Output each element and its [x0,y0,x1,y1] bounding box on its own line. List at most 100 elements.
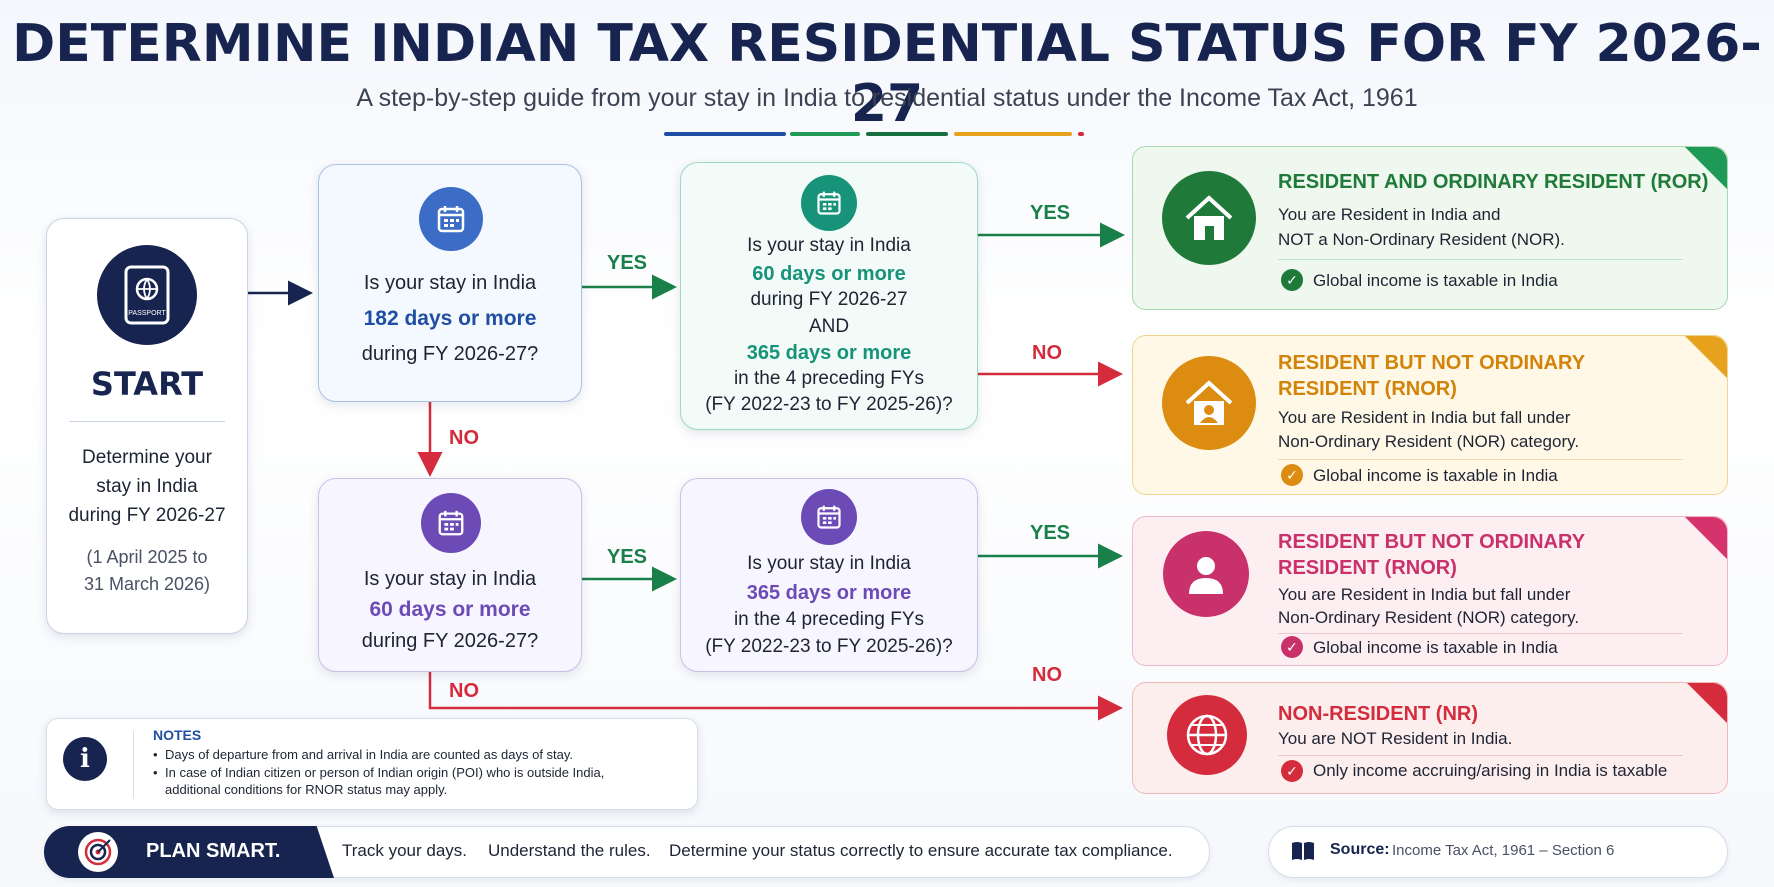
result-divider [1278,259,1683,260]
label-q4-yes: YES [1030,522,1071,544]
q2-and: AND [808,316,850,337]
accent-line-orange [954,132,1072,136]
result-desc1: You are NOT Resident in India. [1278,729,1513,748]
accent-line-green [790,132,860,136]
start-line3: during FY 2026-27 [68,505,226,526]
page-title: DETERMINE INDIAN TAX RESIDENTIAL STATUS … [12,14,1762,134]
notes-item-1: Days of departure from and arrival in In… [165,747,574,762]
question-card-60-days: Is your stay in India 60 days or more du… [318,478,582,672]
result-desc2: Non-Ordinary Resident (NOR) category. [1278,608,1580,627]
start-line2: stay in India [96,476,198,497]
notes-item-2b: additional conditions for RNOR status ma… [165,782,448,797]
start-card: PASSPORT START Determine your stay in In… [46,218,248,634]
q4-line4: (FY 2022-23 to FY 2025-26)? [705,636,953,657]
check-icon: ✓ [1281,464,1303,486]
result-card-rnor-1: RESIDENT BUT NOT ORDINARY RESIDENT (RNOR… [1132,335,1728,495]
result-check-text: Only income accruing/arising in India is… [1313,761,1668,780]
label-q3-no: NO [449,680,479,702]
info-icon: i [63,737,107,781]
footer-tip-1: Track your days. [342,841,468,860]
result-card-rnor-2: RESIDENT BUT NOT ORDINARY RESIDENT (RNOR… [1132,516,1728,666]
question-card-60-and-365-days: Is your stay in India 60 days or more du… [680,162,978,430]
result-title-line2: RESIDENT (RNOR) [1278,557,1457,579]
source-box [1268,826,1728,878]
q3-line1: Is your stay in India [363,568,537,590]
result-desc1: You are Resident in India and [1278,205,1501,224]
q4-highlight: 365 days or more [746,582,912,604]
q3-highlight: 60 days or more [369,598,531,621]
calendar-icon [801,175,857,231]
result-title-line1: RESIDENT BUT NOT ORDINARY [1278,352,1586,374]
passport-icon: PASSPORT [97,245,197,345]
q1-highlight: 182 days or more [363,307,537,330]
label-q2-yes: YES [1030,202,1071,224]
corner-ribbon [1685,517,1727,559]
accent-line-blue [664,132,786,136]
accent-line-red [1078,132,1084,136]
start-range2: 31 March 2026) [83,574,211,594]
notes-divider [133,731,134,799]
calendar-icon [801,489,857,545]
result-divider [1278,755,1683,756]
result-divider [1278,459,1683,460]
q2-line6: in the 4 preceding FYs [733,368,925,389]
label-q1-yes: YES [607,252,648,274]
notes-bullet-1: • [153,747,158,762]
target-icon [78,832,118,872]
passport-icon-label: PASSPORT [128,310,166,317]
q2-highlight1: 60 days or more [752,263,906,285]
calendar-icon [419,187,483,251]
notes-item-2a: In case of Indian citizen or person of I… [165,765,605,780]
result-card-ror: RESIDENT AND ORDINARY RESIDENT (ROR) You… [1132,146,1728,310]
footer-tip-3: Determine your status correctly to ensur… [669,841,1173,860]
accent-line-darkgreen [866,132,948,136]
corner-ribbon [1687,683,1727,723]
result-card-nr: NON-RESIDENT (NR) You are NOT Resident i… [1132,682,1728,794]
label-q2-no: NO [1032,342,1062,364]
source-text: Income Tax Act, 1961 – Section 6 [1392,842,1615,859]
result-check-text: Global income is taxable in India [1313,271,1558,290]
result-title-line1: RESIDENT BUT NOT ORDINARY [1278,531,1586,553]
label-q4-no: NO [1032,664,1062,686]
source-label: Source: [1330,841,1390,858]
q4-line1: Is your stay in India [747,553,911,574]
result-check-text: Global income is taxable in India [1313,638,1558,657]
globe-icon [1167,695,1247,775]
corner-ribbon [1685,336,1727,378]
plan-smart-label: PLAN SMART. [146,840,281,862]
q2-line1: Is your stay in India [747,235,911,256]
q3-line3: during FY 2026-27? [361,630,539,652]
result-desc2: Non-Ordinary Resident (NOR) category. [1278,432,1580,451]
notes-title: NOTES [153,727,202,743]
footer-tip-2: Understand the rules. [488,841,651,860]
start-range1: (1 April 2025 to [86,547,208,567]
notes-bullet-2: • [153,765,158,780]
start-line1: Determine your [82,447,212,468]
q2-line7: (FY 2022-23 to FY 2025-26)? [705,394,953,415]
result-desc2: NOT a Non-Ordinary Resident (NOR). [1278,230,1565,249]
q1-line3: during FY 2026-27? [361,343,539,365]
person-icon [1163,531,1249,617]
start-divider [69,421,225,422]
start-title: START [90,365,204,403]
result-desc1: You are Resident in India but fall under [1278,408,1571,427]
result-title: RESIDENT AND ORDINARY RESIDENT (ROR) [1278,171,1709,193]
home-person-icon [1162,356,1256,450]
question-card-182-days: Is your stay in India 182 days or more d… [318,164,582,402]
result-check-text: Global income is taxable in India [1313,466,1558,485]
question-card-365-days: Is your stay in India 365 days or more i… [680,478,978,672]
book-icon [1290,840,1316,867]
calendar-icon [421,493,481,553]
house-icon [1162,171,1256,265]
label-q3-yes: YES [607,546,648,568]
corner-ribbon [1685,147,1727,189]
check-icon: ✓ [1281,636,1303,658]
label-q1-no: NO [449,427,479,449]
result-divider [1278,633,1683,634]
check-icon: ✓ [1281,760,1303,782]
arrow-q3-no [428,672,1123,721]
q4-line3: in the 4 preceding FYs [733,609,925,630]
q1-line1: Is your stay in India [363,272,537,294]
page-subtitle: A step-by-step guide from your stay in I… [356,84,1418,112]
